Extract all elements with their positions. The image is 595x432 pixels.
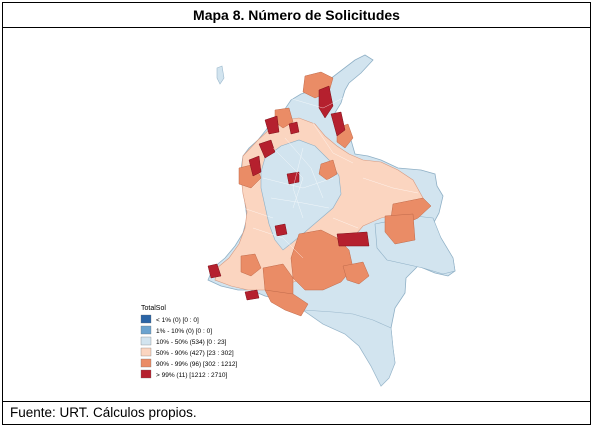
- legend-swatch: [140, 358, 152, 368]
- region-orange-meta: [290, 229, 354, 291]
- legend-items: < 1% (0) [0 : 0] 1% - 10% (0) [0 : 0] 10% …: [140, 314, 237, 379]
- map-legend: TotalSol < 1% (0) [0 : 0] 1% - 10% (0) [0…: [140, 305, 237, 379]
- figure-frame: Mapa 8. Número de Solicitudes: [2, 2, 591, 425]
- region-orange-tolima: [318, 159, 338, 181]
- region-red-putumayo: [244, 289, 260, 301]
- region-orange-putumayo: [264, 289, 309, 317]
- region-red-narino: [207, 263, 222, 279]
- region-red-tolima: [274, 223, 288, 237]
- municipality-borders: [242, 97, 419, 259]
- region-red-magdalena: [318, 85, 334, 119]
- region-orange-cauca: [240, 253, 262, 277]
- region-orange-guaviare: [342, 261, 370, 285]
- region-red-cesar: [330, 111, 346, 137]
- colombia-map: TotalSol < 1% (0) [0 : 0] 1% - 10% (0) [0…: [140, 54, 456, 387]
- legend-swatch: [140, 369, 152, 379]
- region-red-meta: [336, 231, 370, 247]
- legend-label: 90% - 99% (96) [302 : 1212]: [156, 361, 237, 368]
- legend-swatch: [140, 336, 152, 346]
- island-san-andres: [216, 65, 225, 85]
- region-red-bolivar: [288, 121, 300, 135]
- map-area: TotalSol < 1% (0) [0 : 0] 1% - 10% (0) [0…: [3, 28, 590, 402]
- legend-title: TotalSol: [141, 305, 166, 312]
- region-red-uraba: [248, 155, 262, 177]
- region-orange-casanare: [384, 213, 416, 245]
- figure-title: Mapa 8. Número de Solicitudes: [3, 3, 590, 28]
- legend-swatch: [140, 347, 152, 357]
- legend-label: 1% - 10% (0) [0 : 0]: [156, 328, 212, 335]
- legend-label: 10% - 50% (534) [0 : 23]: [156, 339, 227, 346]
- region-red-santander: [286, 171, 300, 185]
- legend-swatch: [140, 314, 152, 324]
- region-amazonas: [301, 309, 396, 387]
- legend-label: 50% - 90% (427) [23 : 302]: [156, 350, 234, 357]
- region-red-cordoba: [264, 115, 280, 135]
- legend-swatch: [140, 325, 152, 335]
- legend-label: < 1% (0) [0 : 0]: [156, 317, 199, 324]
- legend-label: > 99% (11) [1212 : 2710]: [156, 372, 227, 379]
- region-red-antioquia: [258, 139, 276, 159]
- figure-source: Fuente: URT. Cálculos propios.: [3, 401, 590, 425]
